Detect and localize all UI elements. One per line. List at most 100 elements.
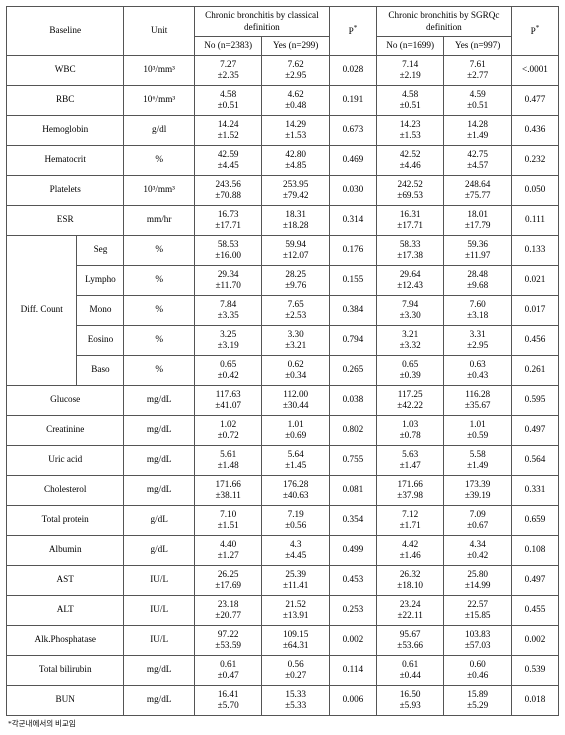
- cell-p: 0.028: [329, 55, 376, 85]
- table-row: ASTIU/L26.25±17.6925.39±11.410.45326.32±…: [7, 565, 559, 595]
- cell-value: 42.75±4.57: [444, 145, 512, 175]
- cell-value: 7.65±2.53: [262, 295, 330, 325]
- cell-value: 15.33±5.33: [262, 685, 330, 715]
- cell-value: 7.60±3.18: [444, 295, 512, 325]
- row-label: BUN: [7, 685, 124, 715]
- cell-unit: %: [124, 295, 194, 325]
- cell-p: 0.436: [511, 115, 558, 145]
- cell-unit: g/dL: [124, 505, 194, 535]
- cell-unit: %: [124, 235, 194, 265]
- cell-value: 5.64±1.45: [262, 445, 330, 475]
- cell-p: 0.002: [511, 625, 558, 655]
- cell-value: 28.48±9.68: [444, 265, 512, 295]
- cell-value: 0.65±0.39: [376, 355, 444, 385]
- cell-p: 0.331: [511, 475, 558, 505]
- cell-p: <.0001: [511, 55, 558, 85]
- cell-value: 18.31±18.28: [262, 205, 330, 235]
- cell-value: 15.89±5.29: [444, 685, 512, 715]
- cell-value: 112.00±30.44: [262, 385, 330, 415]
- cell-p: 0.006: [329, 685, 376, 715]
- cell-p: 0.002: [329, 625, 376, 655]
- cell-value: 4.3±4.45: [262, 535, 330, 565]
- cell-unit: mg/dL: [124, 685, 194, 715]
- cell-p: 0.453: [329, 565, 376, 595]
- cell-unit: g/dL: [124, 535, 194, 565]
- row-label: Albumin: [7, 535, 124, 565]
- row-label: RBC: [7, 85, 124, 115]
- cell-value: 59.36±11.97: [444, 235, 512, 265]
- cell-value: 0.62±0.34: [262, 355, 330, 385]
- row-label: Alk.Phosphatase: [7, 625, 124, 655]
- cell-unit: mg/dL: [124, 415, 194, 445]
- header-unit: Unit: [124, 7, 194, 56]
- cell-value: 7.27±2.35: [194, 55, 262, 85]
- cell-value: 14.29±1.53: [262, 115, 330, 145]
- cell-p: 0.038: [329, 385, 376, 415]
- cell-value: 4.58±0.51: [376, 85, 444, 115]
- cell-value: 28.25±9.76: [262, 265, 330, 295]
- cell-p: 0.794: [329, 325, 376, 355]
- cell-value: 0.61±0.47: [194, 655, 262, 685]
- cell-value: 16.31±17.71: [376, 205, 444, 235]
- cell-value: 117.63±41.07: [194, 385, 262, 415]
- cell-value: 1.01±0.59: [444, 415, 512, 445]
- table-row: Platelets10³/mm³243.56±70.88253.95±79.42…: [7, 175, 559, 205]
- cell-value: 42.52±4.46: [376, 145, 444, 175]
- cell-value: 0.63±0.43: [444, 355, 512, 385]
- cell-value: 7.14±2.19: [376, 55, 444, 85]
- cell-unit: g/dl: [124, 115, 194, 145]
- cell-p: 0.265: [329, 355, 376, 385]
- cell-value: 4.40±1.27: [194, 535, 262, 565]
- table-row: ESRmm/hr16.73±17.7118.31±18.280.31416.31…: [7, 205, 559, 235]
- table-row: Mono%7.84±3.357.65±2.530.3847.94±3.307.6…: [7, 295, 559, 325]
- cell-value: 25.80±14.99: [444, 565, 512, 595]
- cell-p: 0.455: [511, 595, 558, 625]
- cell-unit: mg/dL: [124, 655, 194, 685]
- cell-value: 97.22±53.59: [194, 625, 262, 655]
- header-yes1: Yes (n=299): [262, 37, 330, 56]
- cell-value: 7.12±1.71: [376, 505, 444, 535]
- cell-p: 0.497: [511, 565, 558, 595]
- row-label: Hemoglobin: [7, 115, 124, 145]
- row-label: Eosino: [77, 325, 124, 355]
- cell-p: 0.108: [511, 535, 558, 565]
- table-row: Uric acidmg/dL5.61±1.485.64±1.450.7555.6…: [7, 445, 559, 475]
- cell-value: 26.32±18.10: [376, 565, 444, 595]
- cell-value: 29.64±12.43: [376, 265, 444, 295]
- cell-p: 0.564: [511, 445, 558, 475]
- table-row: Glucosemg/dL117.63±41.07112.00±30.440.03…: [7, 385, 559, 415]
- cell-value: 59.94±12.07: [262, 235, 330, 265]
- cell-value: 29.34±11.70: [194, 265, 262, 295]
- row-label: Baso: [77, 355, 124, 385]
- cell-value: 5.61±1.48: [194, 445, 262, 475]
- cell-p: 0.111: [511, 205, 558, 235]
- cell-value: 248.64±75.77: [444, 175, 512, 205]
- cell-value: 171.66±38.11: [194, 475, 262, 505]
- row-label: Uric acid: [7, 445, 124, 475]
- cell-p: 0.191: [329, 85, 376, 115]
- cell-value: 23.18±20.77: [194, 595, 262, 625]
- cell-value: 16.41±5.70: [194, 685, 262, 715]
- cell-p: 0.081: [329, 475, 376, 505]
- cell-value: 243.56±70.88: [194, 175, 262, 205]
- row-label: ESR: [7, 205, 124, 235]
- row-label: WBC: [7, 55, 124, 85]
- cell-p: 0.497: [511, 415, 558, 445]
- cell-p: 0.021: [511, 265, 558, 295]
- cell-value: 0.65±0.42: [194, 355, 262, 385]
- cell-unit: %: [124, 145, 194, 175]
- header-p2: P*: [511, 7, 558, 56]
- cell-value: 22.57±15.85: [444, 595, 512, 625]
- cell-p: 0.499: [329, 535, 376, 565]
- row-label: Platelets: [7, 175, 124, 205]
- cell-p: 0.176: [329, 235, 376, 265]
- cell-value: 14.28±1.49: [444, 115, 512, 145]
- table-row: BUNmg/dL16.41±5.7015.33±5.330.00616.50±5…: [7, 685, 559, 715]
- cell-value: 23.24±22.11: [376, 595, 444, 625]
- header-cb-sgrqc: Chronic bronchitis by SGRQc definition: [376, 7, 511, 37]
- cell-p: 0.659: [511, 505, 558, 535]
- row-label: Glucose: [7, 385, 124, 415]
- header-p1: P*: [329, 7, 376, 56]
- cell-value: 26.25±17.69: [194, 565, 262, 595]
- header-cb-classical: Chronic bronchitis by classical definiti…: [194, 7, 329, 37]
